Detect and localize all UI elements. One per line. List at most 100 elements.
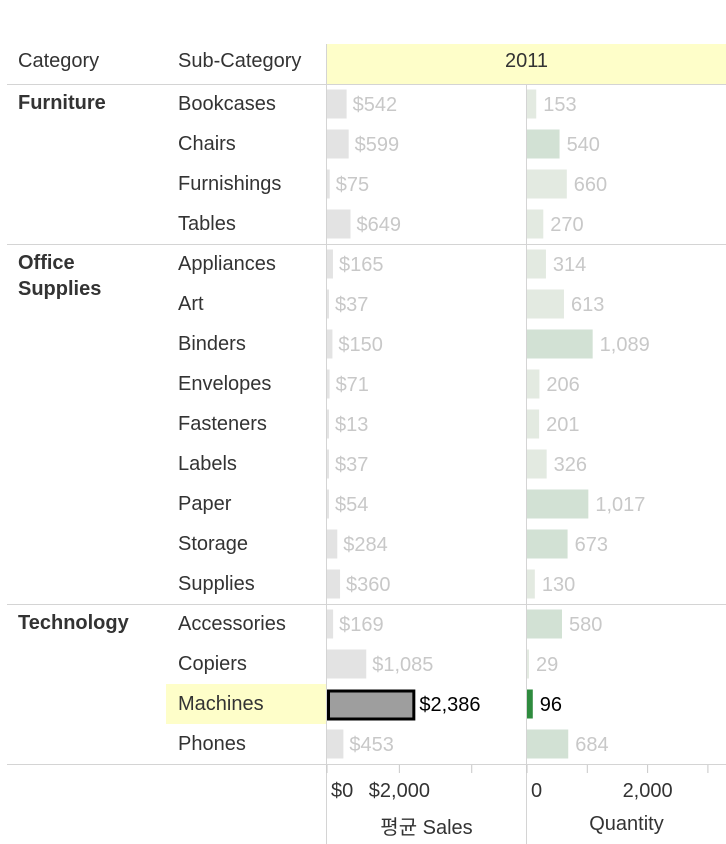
- sales-bar: [327, 169, 330, 199]
- year-header[interactable]: 2011: [504, 50, 548, 72]
- quantity-bar: [527, 289, 564, 319]
- quantity-bar: [527, 569, 535, 599]
- selected-row-highlight: [166, 684, 326, 724]
- category-furniture[interactable]: Furniture: [18, 92, 106, 114]
- quantity-tick-label: 2,000: [623, 780, 673, 802]
- quantity-data-label: 613: [571, 294, 604, 316]
- category-technology[interactable]: Technology: [18, 612, 129, 634]
- quantity-data-label: 673: [575, 534, 608, 556]
- subcategory-label[interactable]: Furnishings: [178, 173, 282, 195]
- category-header[interactable]: Category: [18, 50, 100, 72]
- sales-bar: [327, 609, 334, 639]
- quantity-data-label: 270: [550, 214, 583, 236]
- quantity-data-label: 580: [569, 614, 602, 636]
- subcategory-label[interactable]: Labels: [178, 453, 237, 475]
- quantity-data-label: 1,089: [600, 334, 650, 356]
- sales-data-label: $453: [349, 734, 394, 756]
- sales-bar: [327, 409, 329, 439]
- sales-data-label: $1,085: [372, 654, 433, 676]
- subcategory-label[interactable]: Fasteners: [178, 413, 267, 435]
- sales-axis-title: 평균 Sales: [380, 817, 473, 839]
- sales-bar: [327, 689, 416, 721]
- subcategory-label[interactable]: Binders: [178, 333, 246, 355]
- quantity-bar: [527, 529, 568, 559]
- quantity-data-label: 684: [575, 734, 608, 756]
- subcategory-label[interactable]: Accessories: [178, 613, 286, 635]
- quantity-bar: [527, 689, 533, 719]
- sales-data-label: $169: [339, 614, 384, 636]
- sales-bar: [327, 729, 344, 759]
- sales-bar: [327, 89, 347, 119]
- sales-bar: [327, 449, 329, 479]
- sales-bar: [327, 249, 333, 279]
- quantity-tick-label: 0: [531, 780, 542, 802]
- quantity-data-label: 206: [546, 374, 579, 396]
- sales-data-label: $284: [343, 534, 388, 556]
- sales-bar: [327, 209, 351, 239]
- quantity-pane-divider: [526, 84, 527, 844]
- sales-data-label: $37: [335, 454, 368, 476]
- sales-data-label: $71: [336, 374, 369, 396]
- quantity-data-label: 130: [542, 574, 575, 596]
- quantity-bar: [527, 449, 547, 479]
- quantity-bar: [527, 729, 569, 759]
- subcategory-label[interactable]: Art: [178, 293, 204, 315]
- sales-bar: [327, 529, 338, 559]
- quantity-bar: [527, 649, 529, 679]
- quantity-data-label: 153: [543, 94, 576, 116]
- category-office-supplies[interactable]: Office Supplies: [18, 252, 102, 300]
- subcategory-label[interactable]: Copiers: [178, 653, 247, 675]
- sales-data-label: $2,386: [419, 694, 480, 716]
- sales-data-label: $649: [356, 214, 401, 236]
- sales-data-label: $37: [335, 294, 368, 316]
- subcategory-label[interactable]: Paper: [178, 493, 232, 515]
- quantity-bar: [527, 489, 589, 519]
- quantity-bar: [527, 329, 593, 359]
- sales-bar: [327, 129, 349, 159]
- quantity-data-label: 660: [574, 174, 607, 196]
- sales-bar: [327, 569, 341, 599]
- quantity-axis-title: Quantity: [589, 813, 664, 835]
- subcategory-label[interactable]: Storage: [178, 533, 249, 555]
- header-divider: [7, 84, 726, 85]
- subcategory-label[interactable]: Tables: [178, 213, 236, 235]
- subcategory-label[interactable]: Chairs: [178, 133, 236, 155]
- sales-bar: [327, 649, 367, 679]
- quantity-bar: [527, 169, 567, 199]
- sales-data-label: $75: [336, 174, 369, 196]
- subcategory-label[interactable]: Phones: [178, 733, 246, 755]
- sales-data-label: $54: [335, 494, 368, 516]
- quantity-bar: [527, 89, 537, 119]
- quantity-bar: [527, 609, 562, 639]
- quantity-data-label: 96: [540, 694, 562, 716]
- sales-data-label: $150: [338, 334, 383, 356]
- quantity-bar: [527, 129, 560, 159]
- quantity-data-label: 29: [536, 654, 558, 676]
- quantity-data-label: 540: [567, 134, 600, 156]
- axis-divider: [7, 764, 726, 765]
- quantity-bar: [527, 409, 540, 439]
- sales-tick-label: $2,000: [369, 780, 430, 802]
- subcategory-label[interactable]: Machines: [178, 693, 264, 715]
- quantity-data-label: 201: [546, 414, 579, 436]
- sales-data-label: $360: [346, 574, 391, 596]
- year-header-cell: [327, 44, 726, 84]
- sales-tick-label: $0: [331, 780, 353, 802]
- quantity-data-label: 326: [554, 454, 587, 476]
- quantity-bar: [527, 369, 540, 399]
- sales-pane-divider: [326, 44, 327, 844]
- sales-bar: [327, 369, 330, 399]
- subcategory-label[interactable]: Bookcases: [178, 93, 276, 115]
- quantity-data-label: 314: [553, 254, 586, 276]
- sales-bar: [327, 289, 329, 319]
- group-divider: [7, 244, 726, 245]
- sales-bar: [327, 489, 329, 519]
- subcategory-label[interactable]: Supplies: [178, 573, 255, 595]
- subcategory-label[interactable]: Appliances: [178, 253, 276, 275]
- subcategory-header[interactable]: Sub-Category: [178, 50, 302, 72]
- sales-data-label: $13: [335, 414, 368, 436]
- sales-bar: [327, 329, 333, 359]
- sales-data-label: $599: [355, 134, 400, 156]
- subcategory-label[interactable]: Envelopes: [178, 373, 272, 395]
